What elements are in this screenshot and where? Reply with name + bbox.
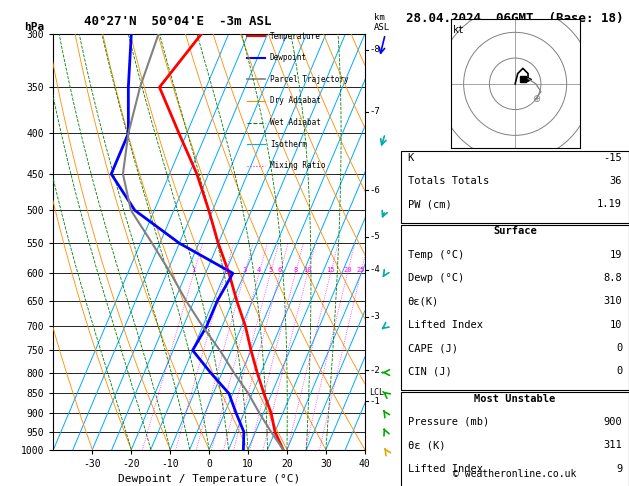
Text: 4: 4 <box>257 267 261 273</box>
Text: 310: 310 <box>603 296 622 307</box>
Text: Lifted Index: Lifted Index <box>408 464 482 474</box>
Text: 19: 19 <box>610 250 622 260</box>
Text: Isotherm: Isotherm <box>270 139 307 149</box>
Text: Parcel Trajectory: Parcel Trajectory <box>270 75 348 84</box>
Text: -3: -3 <box>369 312 381 321</box>
Text: -7: -7 <box>369 107 381 117</box>
Text: Surface: Surface <box>493 226 537 237</box>
Text: 9: 9 <box>616 464 622 474</box>
Bar <box>401 225 629 390</box>
Text: 28.04.2024  06GMT  (Base: 18): 28.04.2024 06GMT (Base: 18) <box>406 12 623 25</box>
Text: 8: 8 <box>293 267 298 273</box>
Text: © weatheronline.co.uk: © weatheronline.co.uk <box>453 469 577 479</box>
Text: CIN (J): CIN (J) <box>408 366 451 377</box>
Text: 25: 25 <box>357 267 365 273</box>
Text: -5: -5 <box>369 232 381 242</box>
Text: 3: 3 <box>243 267 247 273</box>
Text: θε(K): θε(K) <box>408 296 439 307</box>
Text: 8.8: 8.8 <box>603 273 622 283</box>
Text: Wet Adiabat: Wet Adiabat <box>270 118 321 127</box>
Text: PW (cm): PW (cm) <box>408 199 451 209</box>
Text: 40°27'N  50°04'E  -3m ASL: 40°27'N 50°04'E -3m ASL <box>84 15 272 28</box>
Bar <box>401 392 629 486</box>
Text: 311: 311 <box>603 440 622 451</box>
Text: 20: 20 <box>343 267 352 273</box>
Text: Most Unstable: Most Unstable <box>474 394 555 404</box>
Text: Dewp (°C): Dewp (°C) <box>408 273 464 283</box>
Text: ⊕: ⊕ <box>532 94 540 104</box>
Bar <box>401 151 629 223</box>
Text: Dewpoint: Dewpoint <box>270 53 307 62</box>
Text: Dry Adiabat: Dry Adiabat <box>270 96 321 105</box>
Text: Pressure (mb): Pressure (mb) <box>408 417 489 427</box>
Text: 1: 1 <box>192 267 196 273</box>
Text: 0: 0 <box>616 343 622 353</box>
Text: CAPE (J): CAPE (J) <box>408 343 457 353</box>
Text: LCL: LCL <box>369 388 384 398</box>
Text: -15: -15 <box>603 153 622 163</box>
Text: -6: -6 <box>369 186 381 195</box>
Text: hPa: hPa <box>24 22 44 32</box>
Text: Lifted Index: Lifted Index <box>408 320 482 330</box>
Text: 10: 10 <box>303 267 312 273</box>
Text: -4: -4 <box>369 265 381 274</box>
Text: -8: -8 <box>369 45 381 54</box>
Text: K: K <box>408 153 414 163</box>
Text: 2: 2 <box>223 267 227 273</box>
Text: Temp (°C): Temp (°C) <box>408 250 464 260</box>
Text: Mixing Ratio: Mixing Ratio <box>270 161 325 170</box>
Text: θε (K): θε (K) <box>408 440 445 451</box>
Text: Totals Totals: Totals Totals <box>408 176 489 186</box>
X-axis label: Dewpoint / Temperature (°C): Dewpoint / Temperature (°C) <box>118 474 300 484</box>
Text: kt: kt <box>454 25 465 35</box>
Text: Temperature: Temperature <box>270 32 321 41</box>
Text: -1: -1 <box>369 397 381 406</box>
Text: 15: 15 <box>326 267 335 273</box>
Text: -2: -2 <box>369 366 381 375</box>
Text: 900: 900 <box>603 417 622 427</box>
Text: 0: 0 <box>616 366 622 377</box>
Text: 1.19: 1.19 <box>597 199 622 209</box>
Text: 10: 10 <box>610 320 622 330</box>
Text: 6: 6 <box>278 267 282 273</box>
Text: km
ASL: km ASL <box>374 13 390 32</box>
Text: 36: 36 <box>610 176 622 186</box>
Text: 5: 5 <box>269 267 272 273</box>
